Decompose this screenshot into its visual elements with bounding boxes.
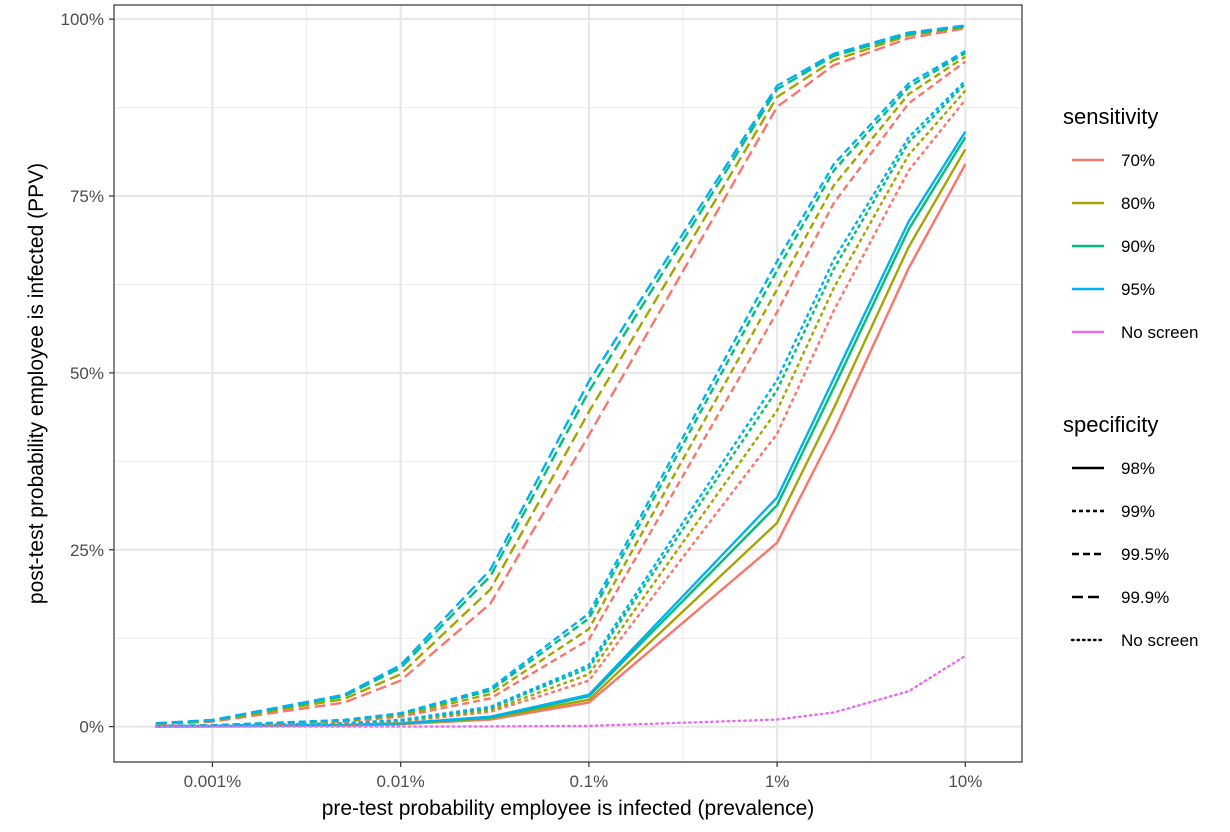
x-tick-label: 1%	[765, 772, 790, 791]
series-line-sens-no-screen-spec-no-screen	[154, 654, 967, 728]
x-tick-label: 0.001%	[184, 772, 242, 791]
panel-border	[113, 4, 1023, 763]
series-line-sens-95--spec-99-	[155, 79, 967, 728]
series-line-sens-95--spec-99-5-	[155, 49, 966, 728]
y-tick-label: 25%	[70, 541, 104, 560]
series-line-sens-95--spec-99-9-	[155, 24, 966, 725]
y-tick-label: 100%	[61, 10, 104, 29]
legend-title: specificity	[1063, 412, 1158, 437]
series-line-sens-90--spec-99-5-	[155, 52, 966, 728]
legend-label: No screen	[1121, 323, 1198, 342]
x-tick-label: 10%	[948, 772, 982, 791]
legend-label: 99.5%	[1121, 545, 1169, 564]
series-line-sens-90--spec-99-9-	[155, 25, 966, 725]
legend-label: 98%	[1121, 459, 1155, 478]
x-axis: 0.001% 0.01% 0.1% 1% 10%	[184, 762, 982, 791]
series-line-sens-90--spec-99-	[155, 82, 967, 728]
grid-minor	[114, 5, 1022, 762]
legend-label: 99.9%	[1121, 588, 1169, 607]
legend-specificity: specificity 98% 99% 99.5% 99.9% No screen	[1063, 412, 1198, 650]
grid-major	[114, 5, 1022, 762]
series-layer	[154, 24, 967, 728]
y-tick-label: 50%	[70, 364, 104, 383]
x-axis-title: pre-test probability employee is infecte…	[322, 797, 815, 820]
legend-label: 90%	[1121, 237, 1155, 256]
series-line-sens-95--spec-98-	[155, 130, 967, 728]
legend-label: 80%	[1121, 194, 1155, 213]
x-tick-label: 0.1%	[570, 772, 609, 791]
series-line-sens-70--spec-99-5-	[155, 60, 967, 728]
legend-label: 70%	[1121, 151, 1155, 170]
series-line-sens-80--spec-99-9-	[155, 25, 966, 725]
y-axis: 0% 25% 50% 75% 100%	[61, 10, 114, 737]
legend-label: 99%	[1121, 502, 1155, 521]
y-tick-label: 75%	[70, 187, 104, 206]
legend-sensitivity: sensitivity 70% 80% 90% 95% No screen	[1063, 104, 1198, 342]
series-line-sens-70--spec-99-	[155, 99, 967, 728]
series-line-sens-70--spec-99-9-	[155, 27, 966, 726]
legend-label: No screen	[1121, 631, 1198, 650]
x-tick-label: 0.01%	[377, 772, 425, 791]
legend-label: 95%	[1121, 280, 1155, 299]
legend-title: sensitivity	[1063, 104, 1158, 129]
y-tick-label: 0%	[79, 718, 104, 737]
series-line-sens-80--spec-99-5-	[155, 55, 967, 728]
y-axis-title: post-test probability employee is infect…	[25, 163, 48, 604]
